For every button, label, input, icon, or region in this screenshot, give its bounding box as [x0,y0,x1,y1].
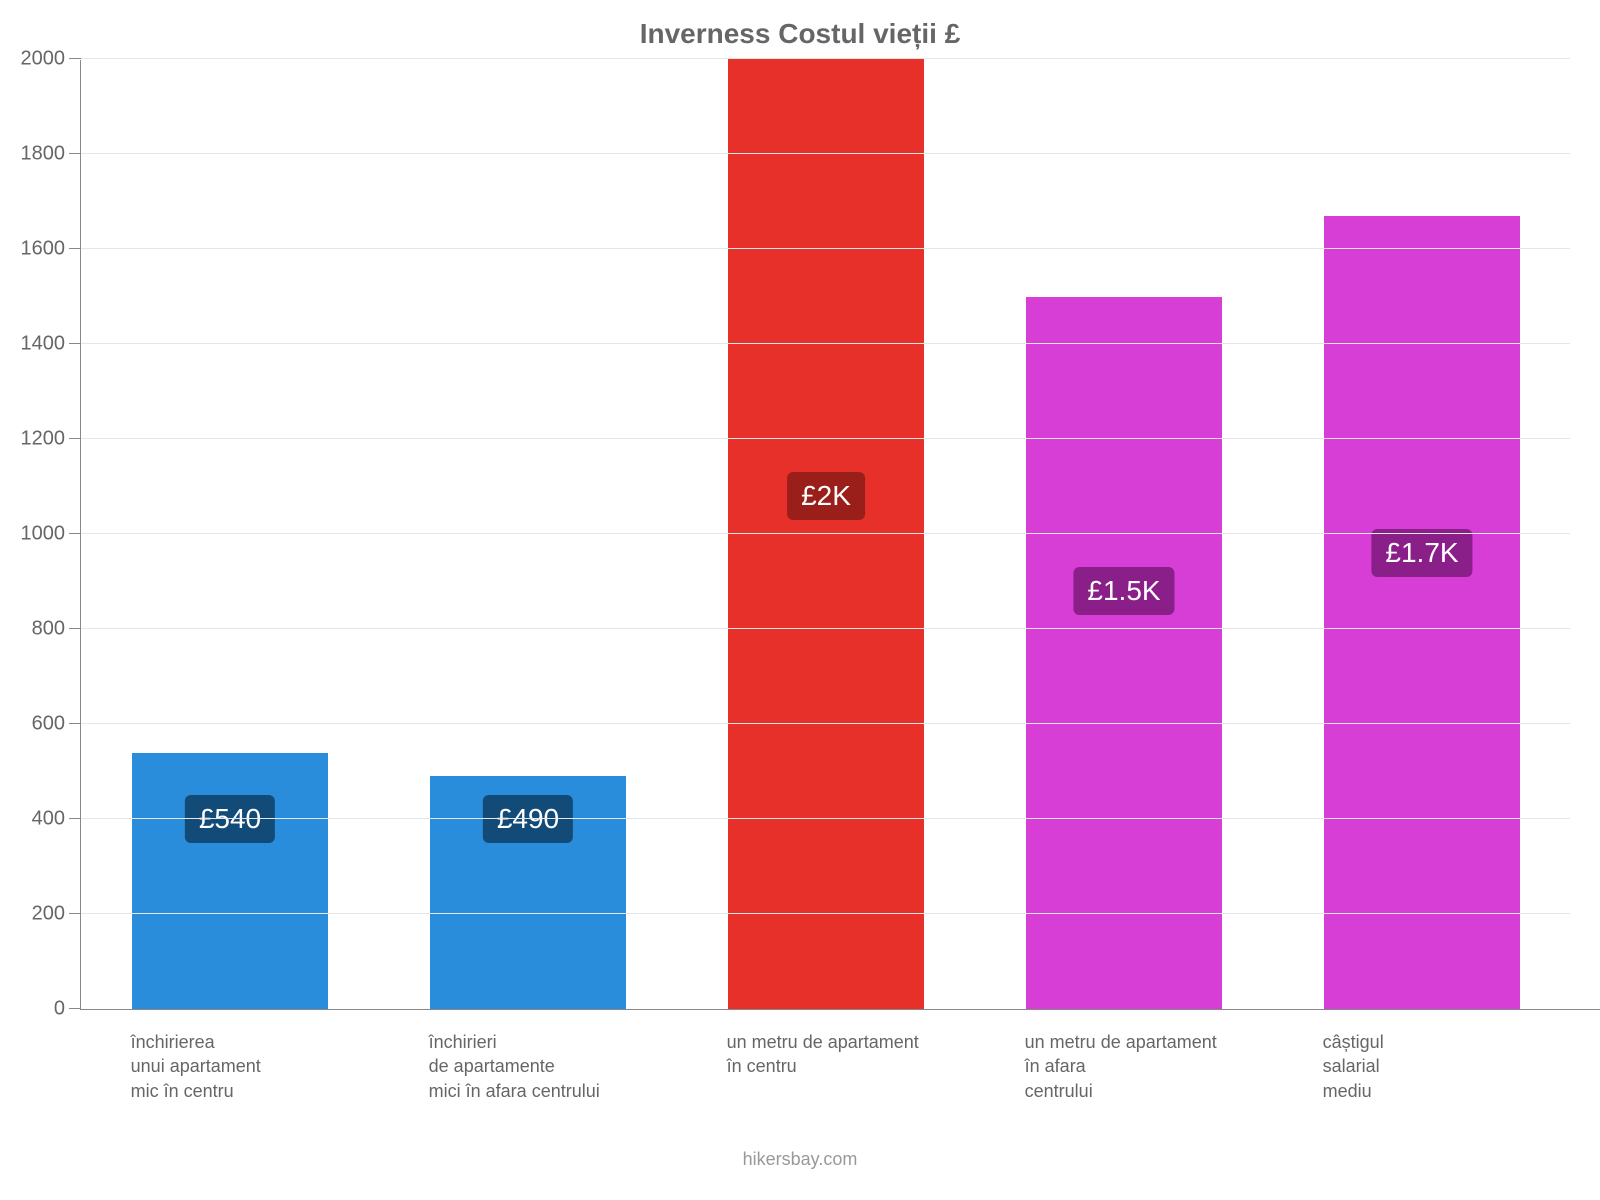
bar-value-badge: £1.5K [1073,567,1174,615]
x-axis-label: închirieri de apartamente mici în afara … [429,1030,600,1103]
grid-line [81,248,1570,249]
grid-line [81,58,1570,59]
grid-line [81,533,1570,534]
bar: £1.7K [1324,216,1521,1009]
x-axis-label: câștigul salarial mediu [1323,1030,1384,1103]
y-axis-label: 2000 [21,48,82,71]
y-axis-label: 1400 [21,333,82,356]
bar-value-badge: £490 [483,795,573,843]
bar: £2K [728,59,925,1009]
grid-line [81,723,1570,724]
chart-container: Inverness Costul vieții £ £540 £490 £2K £1.… [0,0,1600,1200]
y-axis-label: 0 [54,998,81,1021]
bars-layer: £540 £490 £2K £1.5K £1.7K [81,60,1570,1009]
chart-title: Inverness Costul vieții £ [0,18,1600,50]
bar-value-badge: £540 [185,795,275,843]
grid-line [81,438,1570,439]
y-axis-label: 400 [32,808,81,831]
grid-line [81,628,1570,629]
plot-area: £540£490£2K£1.5K£1.7K 020040060080010001… [80,60,1570,1010]
grid-line [81,153,1570,154]
y-axis-label: 1200 [21,428,82,451]
axis-extension [1570,1009,1600,1010]
y-axis-label: 200 [32,903,81,926]
grid-line [81,343,1570,344]
x-axis-labels: închirierea unui apartament mic în centr… [80,1020,1570,1160]
bar: £1.5K [1026,297,1223,1010]
y-axis-label: 600 [32,713,81,736]
bar: £490 [430,776,627,1009]
x-axis-label: un metru de apartament în centru [727,1030,919,1079]
bar-value-badge: £2K [787,472,865,520]
y-axis-label: 800 [32,618,81,641]
y-axis-label: 1000 [21,523,82,546]
y-axis-label: 1600 [21,238,82,261]
x-axis-label: închirierea unui apartament mic în centr… [131,1030,261,1103]
grid-line [81,913,1570,914]
bar: £540 [132,753,329,1010]
y-axis-label: 1800 [21,143,82,166]
x-axis-label: un metru de apartament în afara centrulu… [1025,1030,1217,1103]
grid-line [81,818,1570,819]
attribution-text: hikersbay.com [0,1149,1600,1170]
bar-value-badge: £1.7K [1371,529,1472,577]
